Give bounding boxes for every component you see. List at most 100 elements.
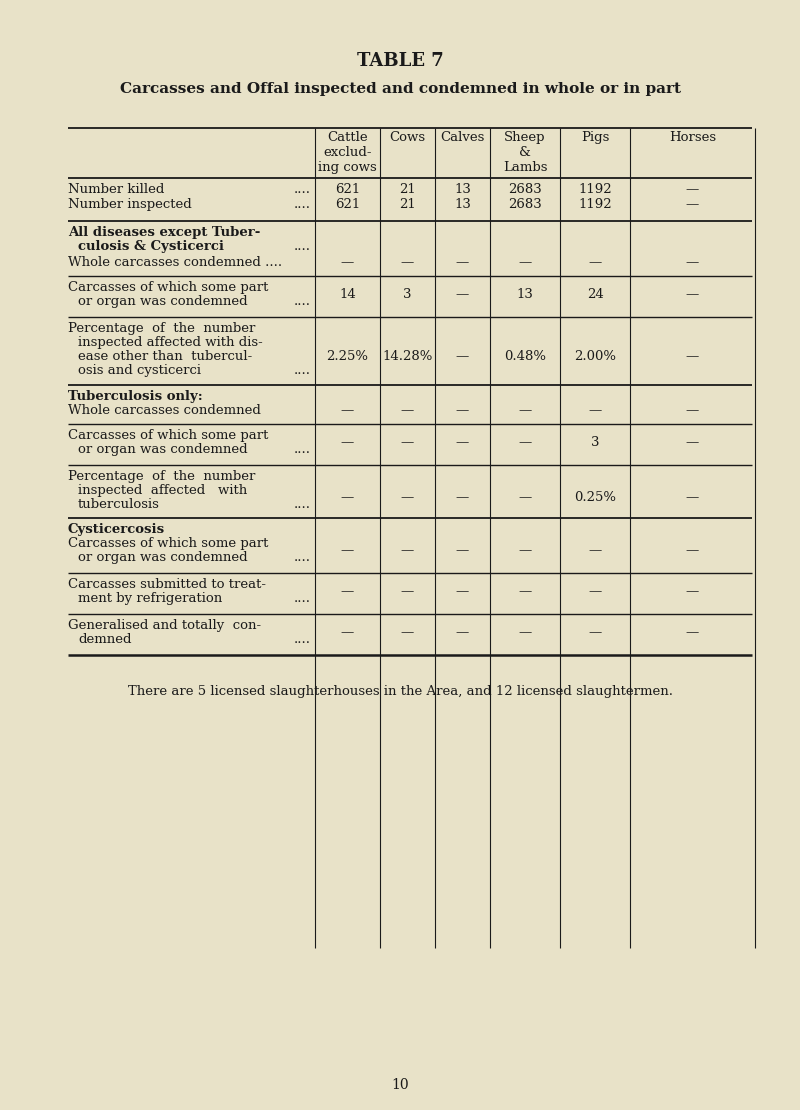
Text: —: —	[588, 585, 602, 598]
Text: ....: ....	[294, 633, 311, 646]
Text: —: —	[518, 404, 532, 417]
Text: —: —	[456, 287, 469, 301]
Text: —: —	[686, 585, 699, 598]
Text: —: —	[518, 626, 532, 639]
Text: 10: 10	[391, 1078, 409, 1092]
Text: ....: ....	[294, 443, 311, 456]
Text: —: —	[588, 256, 602, 269]
Text: Number killed: Number killed	[68, 183, 164, 196]
Text: Sheep
&
Lambs: Sheep & Lambs	[502, 131, 547, 174]
Text: —: —	[456, 350, 469, 363]
Text: —: —	[341, 491, 354, 504]
Text: 2.00%: 2.00%	[574, 350, 616, 363]
Text: Generalised and totally  con-: Generalised and totally con-	[68, 619, 261, 632]
Text: ment by refrigeration: ment by refrigeration	[78, 592, 222, 605]
Text: —: —	[518, 544, 532, 557]
Text: ....: ....	[294, 551, 311, 564]
Text: 1192: 1192	[578, 183, 612, 196]
Text: Calves: Calves	[440, 131, 485, 144]
Text: 3: 3	[590, 436, 599, 450]
Text: 621: 621	[335, 198, 360, 211]
Text: —: —	[341, 256, 354, 269]
Text: 13: 13	[454, 198, 471, 211]
Text: 21: 21	[399, 183, 416, 196]
Text: ....: ....	[294, 295, 311, 307]
Text: or organ was condemned: or organ was condemned	[78, 551, 248, 564]
Text: 3: 3	[403, 287, 412, 301]
Text: Pigs: Pigs	[581, 131, 609, 144]
Text: Carcasses submitted to treat-: Carcasses submitted to treat-	[68, 578, 266, 591]
Text: Cows: Cows	[390, 131, 426, 144]
Text: —: —	[518, 491, 532, 504]
Text: ....: ....	[294, 364, 311, 377]
Text: Percentage  of  the  number: Percentage of the number	[68, 322, 255, 335]
Text: 14.28%: 14.28%	[382, 350, 433, 363]
Text: 2683: 2683	[508, 198, 542, 211]
Text: —: —	[518, 256, 532, 269]
Text: osis and cysticerci: osis and cysticerci	[78, 364, 201, 377]
Text: —: —	[456, 585, 469, 598]
Text: —: —	[401, 436, 414, 450]
Text: Carcasses of which some part: Carcasses of which some part	[68, 537, 268, 549]
Text: Whole carcasses condemned: Whole carcasses condemned	[68, 404, 261, 417]
Text: —: —	[341, 404, 354, 417]
Text: All diseases except Tuber-: All diseases except Tuber-	[68, 226, 260, 239]
Text: —: —	[588, 544, 602, 557]
Text: —: —	[588, 626, 602, 639]
Text: —: —	[686, 544, 699, 557]
Text: —: —	[686, 404, 699, 417]
Text: —: —	[456, 491, 469, 504]
Text: or organ was condemned: or organ was condemned	[78, 443, 248, 456]
Text: —: —	[456, 404, 469, 417]
Text: 13: 13	[517, 287, 534, 301]
Text: —: —	[401, 544, 414, 557]
Text: Carcasses of which some part: Carcasses of which some part	[68, 428, 268, 442]
Text: Horses: Horses	[669, 131, 716, 144]
Text: 0.48%: 0.48%	[504, 350, 546, 363]
Text: —: —	[456, 256, 469, 269]
Text: There are 5 licensed slaughterhouses in the Area, and 12 licensed slaughtermen.: There are 5 licensed slaughterhouses in …	[127, 685, 673, 698]
Text: —: —	[686, 436, 699, 450]
Text: —: —	[401, 626, 414, 639]
Text: —: —	[686, 491, 699, 504]
Text: —: —	[686, 183, 699, 196]
Text: tuberculosis: tuberculosis	[78, 498, 160, 511]
Text: ....: ....	[294, 592, 311, 605]
Text: —: —	[401, 491, 414, 504]
Text: —: —	[456, 626, 469, 639]
Text: 24: 24	[586, 287, 603, 301]
Text: demned: demned	[78, 633, 131, 646]
Text: 2683: 2683	[508, 183, 542, 196]
Text: —: —	[686, 256, 699, 269]
Text: —: —	[686, 287, 699, 301]
Text: —: —	[518, 585, 532, 598]
Text: —: —	[401, 585, 414, 598]
Text: Cysticercosis: Cysticercosis	[68, 523, 165, 536]
Text: TABLE 7: TABLE 7	[357, 52, 443, 70]
Text: —: —	[588, 404, 602, 417]
Text: —: —	[341, 585, 354, 598]
Text: Number inspected: Number inspected	[68, 198, 192, 211]
Text: —: —	[341, 544, 354, 557]
Text: —: —	[518, 436, 532, 450]
Text: Carcasses and Offal inspected and condemned in whole or in part: Carcasses and Offal inspected and condem…	[119, 82, 681, 95]
Text: ....: ....	[294, 498, 311, 511]
Text: —: —	[401, 256, 414, 269]
Text: inspected affected with dis-: inspected affected with dis-	[78, 336, 262, 349]
Text: —: —	[686, 350, 699, 363]
Text: —: —	[401, 404, 414, 417]
Text: ....: ....	[294, 198, 311, 211]
Text: —: —	[456, 436, 469, 450]
Text: 13: 13	[454, 183, 471, 196]
Text: 0.25%: 0.25%	[574, 491, 616, 504]
Text: —: —	[341, 436, 354, 450]
Text: Carcasses of which some part: Carcasses of which some part	[68, 281, 268, 294]
Text: —: —	[686, 626, 699, 639]
Text: Whole carcasses condemned ....: Whole carcasses condemned ....	[68, 256, 282, 269]
Text: 621: 621	[335, 183, 360, 196]
Text: 21: 21	[399, 198, 416, 211]
Text: Tuberculosis only:: Tuberculosis only:	[68, 390, 202, 403]
Text: ....: ....	[294, 183, 311, 196]
Text: ....: ....	[294, 240, 311, 253]
Text: 2.25%: 2.25%	[326, 350, 369, 363]
